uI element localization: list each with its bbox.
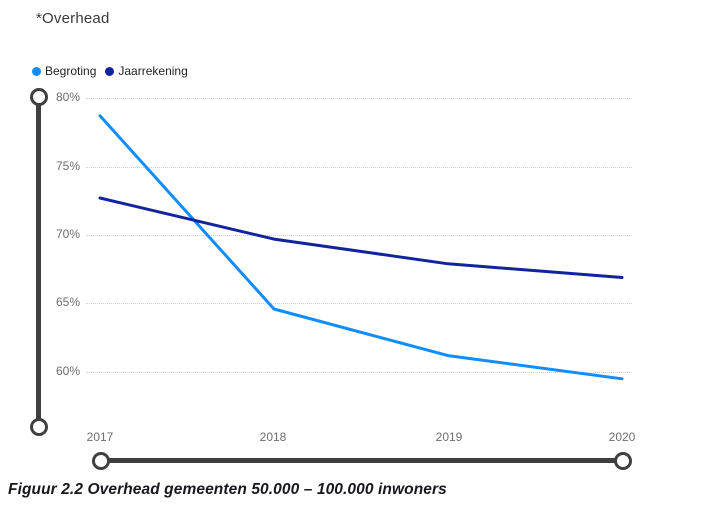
chart-title: *Overhead (36, 10, 110, 27)
legend-label-begroting: Begroting (45, 64, 97, 78)
y-axis-tick-75: 75% (55, 159, 80, 173)
y-axis-tick-65: 65% (55, 295, 80, 309)
legend-item-jaarrekening[interactable]: Jaarrekening (105, 64, 188, 78)
legend: Begroting Jaarrekening (32, 64, 188, 78)
legend-label-jaarrekening: Jaarrekening (118, 64, 188, 78)
gridline-80 (86, 98, 632, 99)
legend-item-begroting[interactable]: Begroting (32, 64, 96, 78)
x-axis-range-slider-track[interactable] (100, 458, 623, 463)
y-axis-tick-80: 80% (55, 90, 80, 104)
x-axis-range-slider-handle-left[interactable] (92, 452, 110, 470)
y-axis-tick-70: 70% (55, 227, 80, 241)
gridline-75 (86, 167, 632, 168)
gridline-65 (86, 303, 632, 304)
y-axis-tick-60: 60% (55, 364, 80, 378)
gridline-70 (86, 235, 632, 236)
line-chart-plot (98, 114, 624, 381)
y-axis-range-slider-handle-top[interactable] (30, 88, 48, 106)
x-axis-tick-2017: 2017 (86, 430, 114, 444)
figure-caption: Figuur 2.2 Overhead gemeenten 50.000 – 1… (8, 481, 447, 498)
x-axis-tick-2018: 2018 (259, 430, 287, 444)
y-axis-range-slider-track[interactable] (36, 96, 41, 427)
y-axis-range-slider-handle-bottom[interactable] (30, 418, 48, 436)
x-axis-tick-2020: 2020 (608, 430, 636, 444)
gridline-60 (86, 372, 632, 373)
series-line-jaarrekening[interactable] (98, 196, 624, 279)
legend-dot-jaarrekening-icon (105, 66, 115, 76)
x-axis-range-slider-handle-right[interactable] (614, 452, 632, 470)
legend-dot-begroting-icon (32, 66, 41, 76)
series-line-begroting[interactable] (98, 114, 624, 381)
x-axis-tick-2019: 2019 (435, 430, 463, 444)
